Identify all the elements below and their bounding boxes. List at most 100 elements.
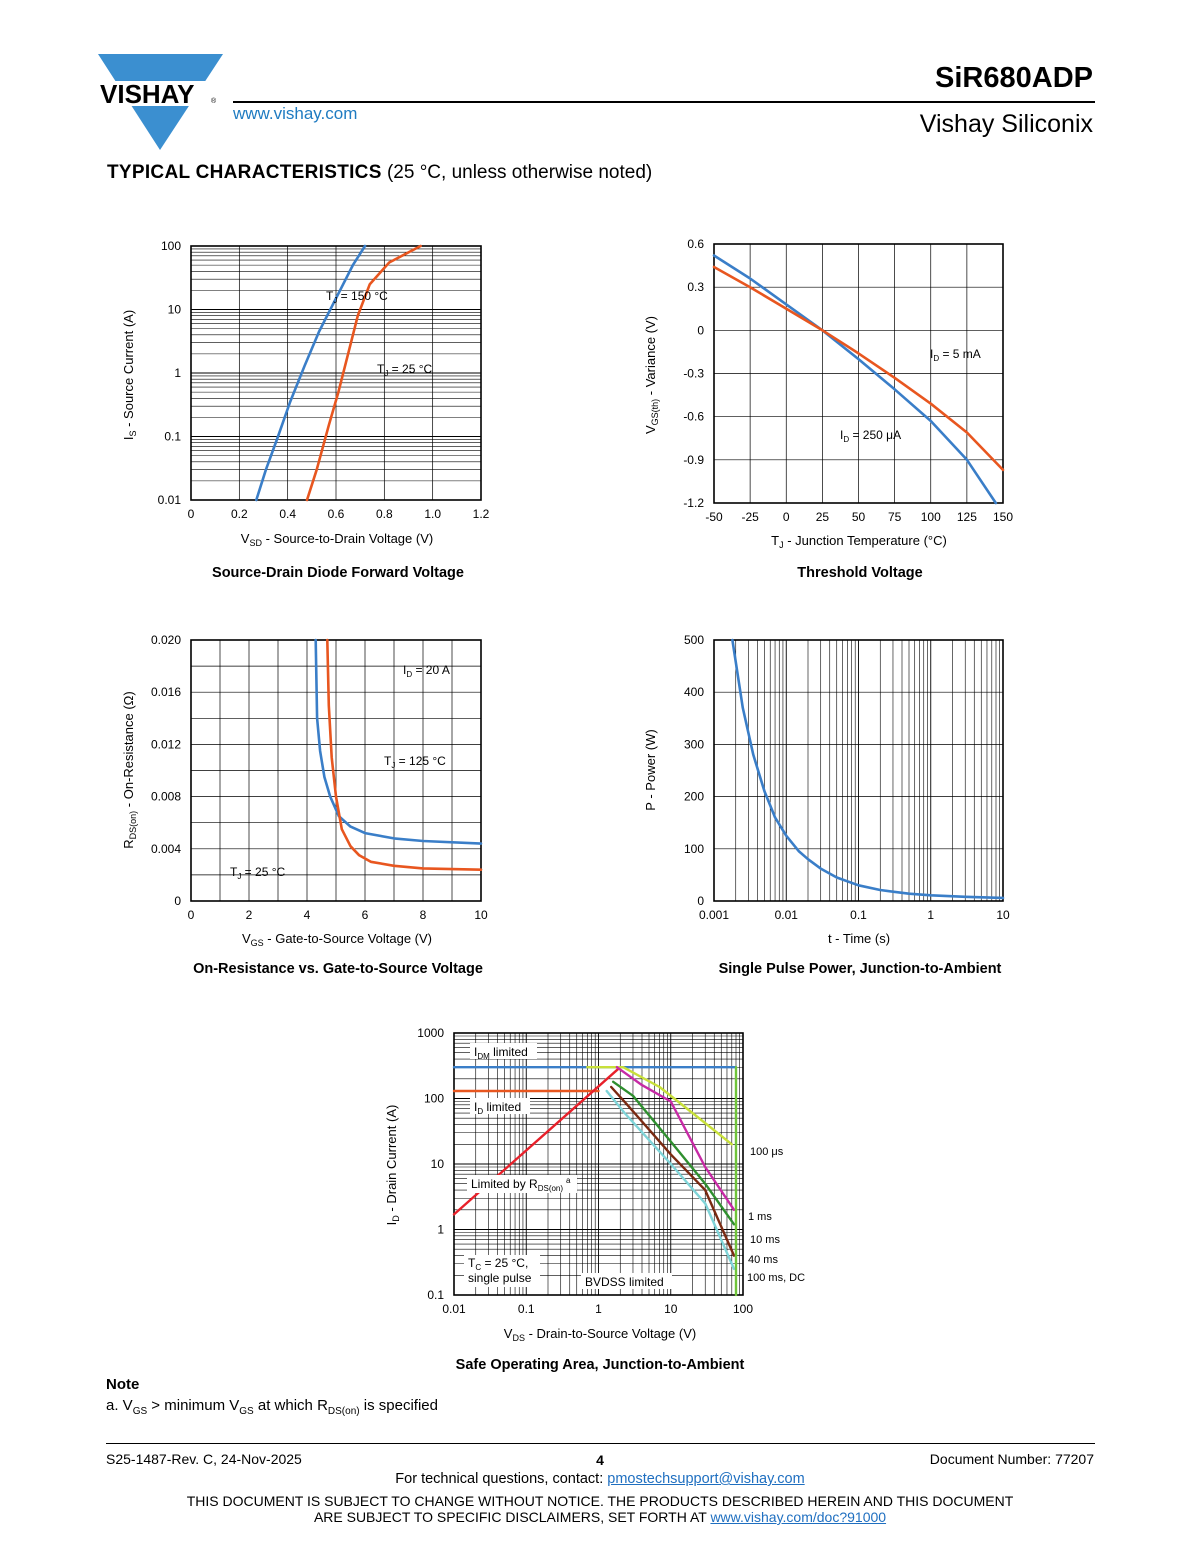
y-tick-label: 0.1 [427, 1288, 444, 1302]
disclaimer-link[interactable]: www.vishay.com/doc?91000 [710, 1509, 887, 1525]
label-tc: TC = 25 °C, [468, 1256, 528, 1272]
label-100ms-dc: 100 ms, DC [747, 1272, 805, 1284]
c5-ylabel: ID - Drain Current (A) [384, 1105, 401, 1226]
y-tick-label: 400 [684, 685, 704, 699]
y-tick-label: 0.1 [164, 430, 181, 444]
series-line-4 [586, 1066, 733, 1146]
c5-xlabel: VDS - Drain-to-Source Voltage (V) [504, 1326, 696, 1343]
label-10ms: 10 ms [750, 1234, 780, 1246]
grid [191, 246, 481, 501]
series-line-2 [326, 638, 483, 871]
label-single-pulse: single pulse [468, 1271, 532, 1285]
x-tick-label: 100 [733, 1302, 753, 1316]
y-tick-label: 100 [161, 239, 181, 253]
x-tick-label: 0 [188, 908, 195, 922]
label-tj-125: TJ = 125 °C [384, 754, 446, 770]
part-number: SiR680ADP [935, 62, 1093, 94]
label-100us: 100 μs [750, 1146, 784, 1158]
y-tick-label: 1 [437, 1223, 444, 1237]
x-tick-label: 1.0 [424, 507, 441, 521]
plot-frame [713, 243, 1004, 504]
series-line-1 [314, 638, 483, 845]
plot-frame [453, 1032, 744, 1296]
x-tick-label: 75 [888, 510, 902, 524]
label-rds-limited: Limited by RDS(on)a [471, 1176, 571, 1193]
caption-source-drain: Source-Drain Diode Forward Voltage [212, 565, 464, 581]
revision: S25-1487-Rev. C, 24-Nov-2025 [106, 1451, 302, 1467]
x-tick-label: 8 [420, 908, 427, 922]
header-rule [233, 101, 1095, 103]
x-tick-label: 25 [816, 510, 830, 524]
y-tick-label: 1000 [417, 1026, 444, 1040]
c3-ylabel: RDS(on) - On-Resistance (Ω) [121, 691, 138, 848]
series-line-6 [611, 1080, 736, 1226]
footer-rule [106, 1443, 1095, 1444]
x-tick-label: 10 [474, 908, 488, 922]
y-tick-label: 500 [684, 633, 704, 647]
x-tick-label: 0.4 [279, 507, 296, 521]
caption-soa: Safe Operating Area, Junction-to-Ambient [455, 1357, 745, 1373]
support-email-link[interactable]: pmostechsupport@vishay.com [607, 1471, 805, 1487]
c2-ylabel: VGS(th) - Variance (V) [643, 316, 660, 434]
x-tick-label: 0.1 [518, 1302, 535, 1316]
x-tick-label: 0.8 [376, 507, 393, 521]
label-id-250ua: ID = 250 μA [840, 428, 901, 444]
y-tick-label: 0.01 [158, 493, 182, 507]
soa-labels: IDM limited ID limited Limited by RDS(on… [464, 1043, 672, 1289]
c4-ylabel: P - Power (W) [643, 729, 658, 810]
x-tick-label: 10 [664, 1302, 678, 1316]
series-line-7 [609, 1085, 736, 1257]
series-line-1 [712, 254, 998, 505]
y-tick-label: 200 [684, 790, 704, 804]
x-tick-label: 0.001 [699, 908, 729, 922]
y-tick-label: 0.004 [151, 842, 181, 856]
x-tick-label: -25 [741, 510, 759, 524]
x-tick-label: 1.2 [473, 507, 490, 521]
plot-frame [713, 639, 1004, 902]
caption-single-pulse: Single Pulse Power, Junction-to-Ambient [718, 961, 1002, 977]
y-tick-label: 0 [174, 894, 181, 908]
grid [191, 640, 481, 901]
label-40ms: 40 ms [748, 1254, 778, 1266]
series-line-8 [605, 1089, 736, 1271]
x-tick-label: 1 [595, 1302, 602, 1316]
tech-contact: For technical questions, contact: pmoste… [395, 1471, 805, 1487]
x-tick-label: 10 [996, 908, 1010, 922]
y-tick-label: 300 [684, 737, 704, 751]
x-tick-label: 0 [188, 507, 195, 521]
chart-threshold: -50 -25 0 25 50 75 100 125 150 -1.2 -0.9 -0.6 -0.3 0 0… [643, 237, 1013, 550]
c1-ylabel: IS - Source Current (A) [121, 310, 138, 440]
chart-on-resistance: 0 2 4 6 8 10 0 0.004 0.008 0.012 0.016 0.020 ID = 2… [121, 633, 488, 948]
x-tick-label: -50 [705, 510, 723, 524]
disclaimer-line-1: THIS DOCUMENT IS SUBJECT TO CHANGE WITHO… [186, 1493, 1014, 1509]
c1-xlabel: VSD - Source-to-Drain Voltage (V) [241, 531, 433, 548]
section-title: TYPICAL CHARACTERISTICS (25 °C, unless o… [107, 162, 653, 183]
series-line-1 [731, 638, 1005, 900]
x-tick-label: 6 [362, 908, 369, 922]
x-tick-label: 0.1 [850, 908, 867, 922]
x-tick-label: 100 [921, 510, 941, 524]
y-tick-label: 0 [697, 894, 704, 908]
series-line-2 [305, 244, 422, 502]
c3-xlabel: VGS - Gate-to-Source Voltage (V) [242, 931, 432, 948]
caption-threshold: Threshold Voltage [797, 565, 923, 581]
note-title: Note [106, 1376, 140, 1393]
y-tick-label: -0.9 [683, 453, 704, 467]
series-line-1 [255, 244, 367, 502]
label-id-20a: ID = 20 A [403, 663, 450, 679]
x-tick-label: 4 [304, 908, 311, 922]
note-a: a. VGS > minimum VGS at which RDS(on) is… [106, 1397, 438, 1417]
page-number: 4 [596, 1452, 604, 1468]
document-number: Document Number: 77207 [929, 1451, 1094, 1467]
logo-text: VISHAY [100, 79, 194, 109]
y-tick-label: 0.3 [687, 280, 704, 294]
x-tick-label: 125 [957, 510, 977, 524]
y-tick-label: 0.020 [151, 633, 181, 647]
x-tick-label: 0.01 [775, 908, 799, 922]
y-tick-label: 10 [431, 1157, 445, 1171]
y-tick-label: 0.012 [151, 737, 181, 751]
website-link[interactable]: www.vishay.com [233, 104, 358, 123]
y-tick-label: 1 [174, 366, 181, 380]
svg-text:®: ® [211, 97, 217, 105]
